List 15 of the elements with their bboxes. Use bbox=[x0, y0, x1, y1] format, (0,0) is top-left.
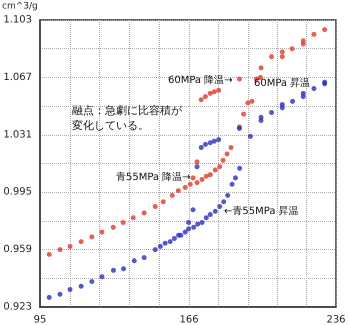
annotation: ←青55MPa 昇温 bbox=[224, 205, 299, 217]
x-tick-label: 166 bbox=[180, 314, 199, 325]
annotation: 融点：急劇に比容積が変化している。 bbox=[72, 104, 183, 132]
y-tick-label: 1.067 bbox=[3, 72, 32, 83]
annotation: 60MPa 降温→ bbox=[168, 74, 233, 86]
annotation: 60MPa 昇温 bbox=[254, 77, 310, 89]
y-axis-title: cm^3/g bbox=[2, 2, 38, 12]
y-tick-label: 0.995 bbox=[3, 186, 32, 198]
x-tick-label: 236 bbox=[326, 314, 346, 325]
y-tick-label: 1.031 bbox=[3, 129, 32, 140]
y-tick-label: 0.923 bbox=[3, 302, 32, 312]
y-tick-label: 0.959 bbox=[3, 244, 32, 256]
annotation: 青55MPa 降温→ bbox=[116, 171, 191, 183]
y-tick-label: 1.103 bbox=[3, 14, 32, 26]
x-tick-label: 95 bbox=[34, 314, 46, 325]
